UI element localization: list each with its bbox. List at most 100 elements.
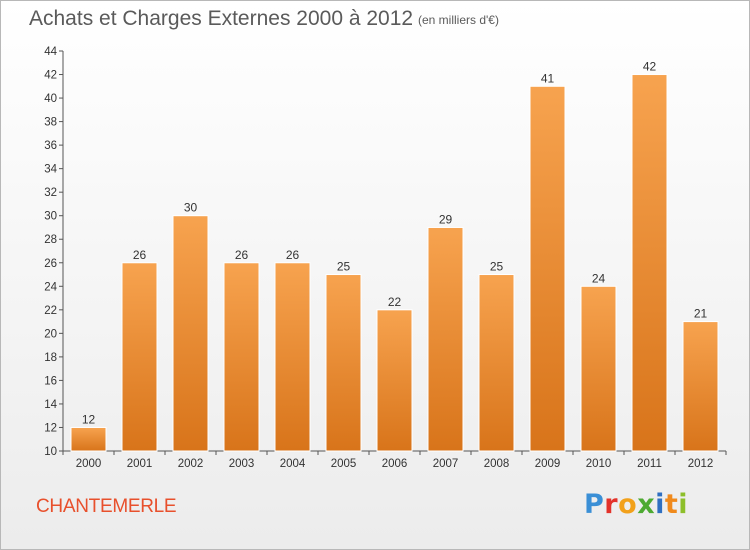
bar <box>529 85 566 452</box>
bar <box>580 285 617 452</box>
logo-letter: x <box>637 489 656 520</box>
x-axis: 2000 2001 2002 2003 2004 2005 2006 2007 2008 2009… <box>62 450 727 470</box>
x-tick: 2007 <box>419 451 459 470</box>
y-tick-label: 28 <box>44 234 57 246</box>
bar-value-label: 25 <box>337 260 351 274</box>
bar-value-label: 25 <box>490 260 504 274</box>
bar <box>274 262 311 452</box>
x-tick-label: 2012 <box>688 458 714 470</box>
bars: 12 26 30 26 26 25 22 29 25 41 24 42 21 <box>70 60 719 452</box>
y-tick-label: 18 <box>44 352 57 364</box>
x-tick-label: 2004 <box>280 458 306 470</box>
bar <box>121 262 158 452</box>
y-tick-label: 34 <box>44 164 57 176</box>
y-tick-label: 22 <box>44 305 57 317</box>
x-tick: 2006 <box>368 451 408 470</box>
y-tick: 34 <box>44 164 63 176</box>
logo-letter: o <box>618 489 638 520</box>
x-tick-label: 2001 <box>127 458 153 470</box>
x-tick: 2003 <box>215 451 254 470</box>
y-tick: 32 <box>44 187 63 199</box>
x-tick: 2005 <box>317 451 357 470</box>
y-tick: 20 <box>44 328 63 340</box>
logo-letter: r <box>604 489 619 520</box>
bar-value-label: 24 <box>592 271 606 285</box>
logo-letter: i <box>678 489 689 520</box>
bar-value-label: 26 <box>133 248 147 262</box>
x-tick-label: 2010 <box>586 458 612 470</box>
y-tick: 26 <box>44 258 63 270</box>
y-tick-label: 42 <box>44 70 57 82</box>
y-tick-label: 38 <box>44 117 57 129</box>
bar <box>427 226 464 452</box>
y-tick: 42 <box>44 70 63 82</box>
y-tick: 28 <box>44 234 63 246</box>
x-tick: 2011 <box>623 451 662 470</box>
commune-name: CHANTEMERLE <box>36 496 177 517</box>
x-tick: 2010 <box>572 451 612 470</box>
logo-letter: i <box>655 489 665 520</box>
bar <box>172 215 209 452</box>
bar-value-label: 41 <box>541 71 555 85</box>
bar-value-label: 42 <box>643 60 657 74</box>
y-tick-label: 12 <box>44 422 57 434</box>
bar <box>376 309 413 452</box>
y-tick-label: 14 <box>44 399 57 411</box>
y-tick: 18 <box>44 352 63 364</box>
bar <box>223 262 260 452</box>
x-tick-label: 2006 <box>382 458 408 470</box>
y-tick: 22 <box>44 305 63 317</box>
bar-value-label: 29 <box>439 212 453 226</box>
bar-value-label: 21 <box>694 307 708 321</box>
y-tick: 40 <box>44 93 63 105</box>
x-tick: 2002 <box>164 451 204 470</box>
bar <box>682 321 719 452</box>
x-tick: 2001 <box>113 451 153 470</box>
x-tick-label: 2011 <box>637 458 662 470</box>
y-tick: 30 <box>44 211 63 223</box>
y-tick: 14 <box>44 399 63 411</box>
y-tick: 16 <box>44 375 63 387</box>
bar-value-label: 30 <box>184 201 198 215</box>
y-tick-label: 16 <box>44 375 57 387</box>
y-tick: 24 <box>44 281 63 293</box>
y-tick: 12 <box>44 422 63 434</box>
logo-letter: P <box>584 489 605 520</box>
proxiti-logo[interactable]: Proxiti <box>584 489 688 520</box>
bar <box>478 274 515 452</box>
y-tick: 36 <box>44 140 63 152</box>
bar <box>70 426 107 452</box>
bar-value-label: 22 <box>388 295 402 309</box>
y-tick-label: 36 <box>44 140 57 152</box>
y-tick-label: 10 <box>44 446 57 458</box>
y-axis: 10 12 14 16 18 20 22 24 26 28 30 32 34 36 38 40 42 44 <box>44 46 64 458</box>
x-tick: 2012 <box>674 451 714 470</box>
x-tick: 2000 <box>62 451 101 470</box>
y-tick-label: 24 <box>44 281 57 293</box>
bar-value-label: 26 <box>286 248 300 262</box>
x-tick: 2009 <box>521 451 560 470</box>
x-tick: 2008 <box>470 451 510 470</box>
x-tick-label: 2008 <box>484 458 510 470</box>
x-tick: 2004 <box>266 451 306 470</box>
y-tick-label: 32 <box>44 187 57 199</box>
y-tick: 44 <box>44 46 63 58</box>
x-tick-label: 2005 <box>331 458 357 470</box>
y-tick-label: 26 <box>44 258 57 270</box>
y-tick-label: 30 <box>44 211 57 223</box>
bar <box>325 274 362 452</box>
y-tick: 10 <box>44 446 63 458</box>
chart-title: Achats et Charges Externes 2000 à 2012 <box>29 7 414 30</box>
y-tick-label: 20 <box>44 328 57 340</box>
y-tick: 38 <box>44 117 63 129</box>
logo-letter: t <box>664 489 679 520</box>
y-tick-label: 40 <box>44 93 57 105</box>
bar <box>631 74 668 452</box>
chart-subtitle: (en milliers d'€) <box>418 13 499 27</box>
x-tick-label: 2007 <box>433 458 459 470</box>
y-tick-label: 44 <box>44 46 57 58</box>
bar-value-label: 26 <box>235 248 249 262</box>
x-tick-label: 2002 <box>178 458 204 470</box>
